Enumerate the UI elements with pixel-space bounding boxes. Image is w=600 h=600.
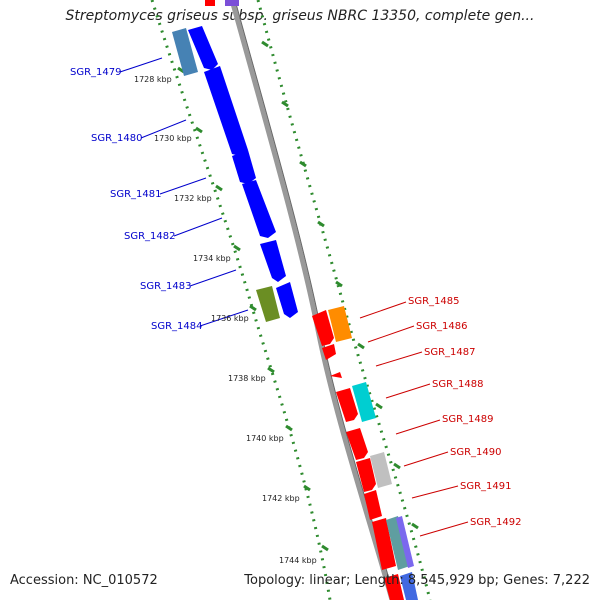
gene-label: SGR_1491: [460, 481, 512, 492]
kbp-label: 1730 kbp: [154, 134, 192, 143]
gene-label: SGR_1488: [432, 379, 484, 390]
gene-label: SGR_1486: [416, 321, 468, 332]
gene-feature: [336, 388, 358, 422]
gene-feature: [400, 572, 418, 600]
gene-feature: [330, 372, 342, 378]
gene-feature: [205, 0, 215, 6]
left-scale-track: [150, 0, 332, 600]
gene-feature: [256, 286, 280, 322]
gene-label: SGR_1489: [442, 414, 494, 425]
right-gene-labels: SGR_1485 SGR_1486 SGR_1487 SGR_1488 SGR_…: [359, 296, 522, 537]
gene-label: SGR_1484: [151, 321, 203, 332]
gene-label: SGR_1480: [91, 133, 143, 144]
kbp-label: 1740 kbp: [246, 434, 284, 443]
gene-feature: [386, 516, 410, 570]
gene-feature: [276, 282, 298, 318]
kbp-label: 1744 kbp: [279, 556, 317, 565]
gene-feature: [384, 574, 404, 600]
gene-feature: [260, 240, 286, 282]
gene-label: SGR_1490: [450, 447, 502, 458]
gene-feature: [172, 28, 198, 76]
kbp-label: 1734 kbp: [193, 254, 231, 263]
gene-feature: [328, 306, 352, 342]
kbp-label: 1736 kbp: [211, 314, 249, 323]
right-tick-marks: [261, 40, 419, 530]
genome-summary-text: Topology: linear; Length: 8,545,929 bp; …: [244, 573, 590, 588]
gene-label: SGR_1485: [408, 296, 460, 307]
accession-text: Accession: NC_010572: [10, 573, 158, 588]
gene-feature: [188, 26, 218, 70]
gene-label: SGR_1479: [70, 67, 122, 78]
gene-label: SGR_1481: [110, 189, 162, 200]
gene-feature: [232, 150, 256, 184]
reverse-strand-genes: [312, 306, 418, 600]
gene-feature: [352, 382, 376, 422]
gene-label: SGR_1482: [124, 231, 176, 242]
left-tick-marks: [177, 66, 329, 552]
gene-label: SGR_1492: [470, 517, 522, 528]
gene-feature: [322, 344, 336, 360]
kbp-label: 1732 kbp: [174, 194, 212, 203]
gene-feature: [356, 458, 376, 492]
kbp-label: 1738 kbp: [228, 374, 266, 383]
gene-feature: [225, 0, 239, 6]
gene-feature: [370, 452, 392, 488]
gene-feature: [346, 428, 368, 460]
gene-label: SGR_1487: [424, 347, 476, 358]
gene-feature: [364, 490, 382, 520]
gene-feature: [396, 516, 414, 568]
gene-label: SGR_1483: [140, 281, 192, 292]
gene-feature: [372, 518, 396, 570]
kbp-scale-labels: 1728 kbp 1730 kbp 1732 kbp 1734 kbp 1736…: [134, 75, 317, 565]
kbp-label: 1728 kbp: [134, 75, 172, 84]
forward-strand-genes: [172, 26, 298, 322]
map-title: Streptomyces griseus subsp. griseus NBRC…: [65, 8, 535, 24]
kbp-label: 1742 kbp: [262, 494, 300, 503]
gene-feature: [312, 310, 334, 346]
gene-feature: [242, 180, 276, 238]
left-gene-labels: SGR_1479 SGR_1480 SGR_1481 SGR_1482 SGR_…: [70, 57, 249, 332]
gene-feature: [204, 66, 248, 156]
